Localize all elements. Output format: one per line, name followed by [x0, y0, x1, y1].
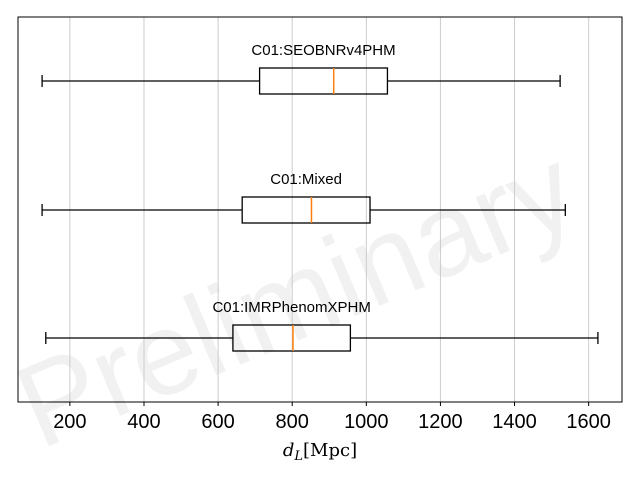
series-label: C01:IMRPhenomXPHM	[212, 299, 370, 316]
x-tick-label: 1000	[344, 411, 389, 433]
x-axis-label-symbol: d	[283, 440, 295, 461]
x-tick-label: 1600	[566, 411, 611, 433]
axes-frame	[17, 16, 623, 403]
box-iqr	[258, 67, 389, 95]
x-tick-label: 800	[276, 411, 309, 433]
x-axis-label-subscript: L	[293, 449, 303, 464]
x-tick-label: 1400	[492, 411, 537, 433]
x-tick-label: 400	[127, 411, 160, 433]
box-series: C01:Mixed	[41, 171, 566, 224]
x-axis-ticks: 200 400 600 800 1000 1200 1400 1600	[53, 402, 611, 433]
x-axis-label: dL[Mpc]	[283, 440, 357, 464]
series-label: C01:SEOBNRv4PHM	[251, 42, 395, 59]
box-series-group: C01:SEOBNRv4PHM C01:Mixed C01:IMRPhenomXPH…	[41, 42, 599, 352]
series-label: C01:Mixed	[270, 171, 342, 188]
x-axis-label-unit: [Mpc]	[303, 440, 357, 461]
box-iqr	[232, 324, 352, 352]
x-tick-label: 200	[53, 411, 86, 433]
box-series: C01:SEOBNRv4PHM	[41, 42, 561, 95]
x-tick-label: 600	[201, 411, 234, 433]
x-tick-label: 1200	[418, 411, 463, 433]
box-series: C01:IMRPhenomXPHM	[45, 299, 599, 352]
box-iqr	[241, 196, 371, 224]
